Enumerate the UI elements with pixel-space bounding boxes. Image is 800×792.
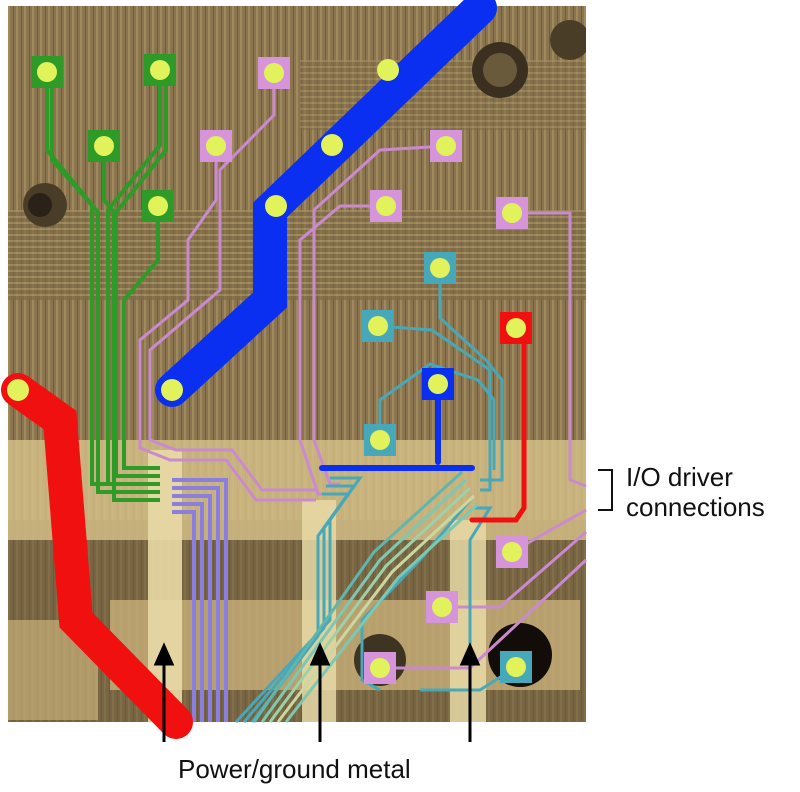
green-traces — [45, 70, 168, 502]
io-bracket — [598, 469, 613, 511]
purple-traces — [172, 478, 228, 722]
pad-contacts — [7, 59, 526, 678]
io-driver-label-line2: connections — [626, 492, 765, 522]
io-driver-label: I/O driver connections — [626, 462, 765, 522]
pink-pads — [200, 57, 528, 684]
diagonal-bus-traces — [252, 470, 480, 723]
io-driver-label-line1: I/O driver — [626, 462, 733, 492]
power-ground-arrows — [153, 642, 481, 742]
power-ground-label: Power/ground metal — [178, 754, 411, 784]
